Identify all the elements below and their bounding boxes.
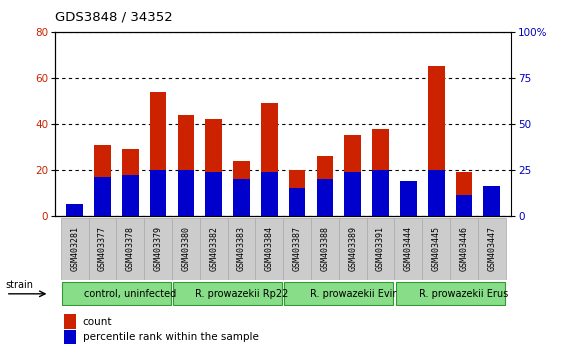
Bar [172,218,200,280]
Bar [367,218,394,280]
Text: count: count [83,316,112,327]
Bar [205,119,222,216]
Bar [178,115,194,216]
Bar [122,175,139,216]
Bar [61,218,88,280]
Bar [178,170,194,216]
Bar [396,282,505,305]
Bar [150,92,166,216]
Bar [233,179,250,216]
Bar [94,144,111,216]
Bar [200,218,228,280]
Text: GSM403388: GSM403388 [321,226,329,271]
Bar [483,188,500,216]
Bar [173,282,282,305]
Text: control, uninfected: control, uninfected [84,289,177,299]
Text: GSM403446: GSM403446 [460,226,468,271]
Bar [428,170,444,216]
Text: R. prowazekii Erus: R. prowazekii Erus [419,289,508,299]
Bar [228,218,256,280]
Bar [394,218,422,280]
Text: GDS3848 / 34352: GDS3848 / 34352 [55,11,173,24]
Text: GSM403378: GSM403378 [125,226,135,271]
Bar [64,314,76,329]
Text: GSM403382: GSM403382 [209,226,218,271]
Text: R. prowazekii Evir: R. prowazekii Evir [310,289,396,299]
Bar [261,103,278,216]
Bar [422,218,450,280]
Bar [317,179,333,216]
Text: GSM403383: GSM403383 [237,226,246,271]
Text: R. prowazekii Rp22: R. prowazekii Rp22 [195,289,288,299]
Text: GSM403377: GSM403377 [98,226,107,271]
Bar [205,172,222,216]
Bar [456,195,472,216]
Text: GSM403445: GSM403445 [432,226,441,271]
Bar [94,177,111,216]
Bar [372,170,389,216]
Bar [150,170,166,216]
Text: GSM403444: GSM403444 [404,226,413,271]
Bar [478,218,505,280]
Text: GSM403379: GSM403379 [153,226,163,271]
Bar [284,282,393,305]
Text: GSM403384: GSM403384 [265,226,274,271]
Bar [345,172,361,216]
Bar [311,218,339,280]
Bar [66,205,83,216]
Bar [400,181,417,216]
Text: GSM403380: GSM403380 [181,226,191,271]
Bar [66,209,83,216]
Bar [256,218,284,280]
Bar [116,218,144,280]
Bar [317,156,333,216]
Bar [428,67,444,216]
Bar [345,135,361,216]
Bar [450,218,478,280]
Bar [289,170,306,216]
Text: percentile rank within the sample: percentile rank within the sample [83,332,259,342]
Bar [64,330,76,344]
Bar [339,218,367,280]
Text: GSM403389: GSM403389 [348,226,357,271]
Bar [289,188,306,216]
Bar [144,218,172,280]
Text: GSM403391: GSM403391 [376,226,385,271]
Bar [483,186,500,216]
Text: strain: strain [6,280,34,290]
Text: GSM403281: GSM403281 [70,226,79,271]
Bar [372,129,389,216]
Bar [88,218,116,280]
Bar [62,282,171,305]
Text: GSM403387: GSM403387 [293,226,302,271]
Bar [261,172,278,216]
Bar [456,172,472,216]
Bar [122,149,139,216]
Bar [233,161,250,216]
Bar [400,188,417,216]
Text: GSM403447: GSM403447 [487,226,496,271]
Bar [284,218,311,280]
